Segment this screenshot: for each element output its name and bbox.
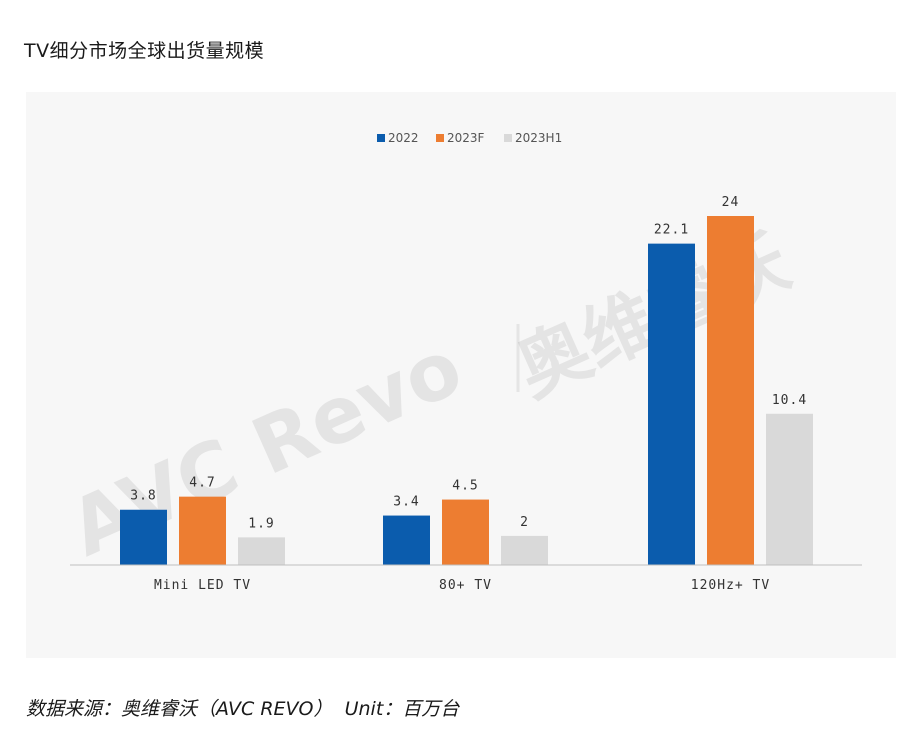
bar-2022-2 <box>648 243 695 566</box>
value-label-2023H1-2: 10.4 <box>772 393 807 408</box>
value-label-2023F-0: 4.7 <box>189 476 215 491</box>
category-label-1: 80+ TV <box>439 578 492 593</box>
legend-swatch-2022 <box>377 134 385 142</box>
bar-2022-0 <box>120 509 167 565</box>
value-label-2023F-2: 24 <box>722 195 740 210</box>
value-label-2023H1-0: 1.9 <box>248 516 274 531</box>
page-title: TV细分市场全球出货量规模 <box>24 40 265 62</box>
bar-2022-1 <box>383 515 430 565</box>
bar-2023H1-1 <box>501 535 548 565</box>
category-label-2: 120Hz+ TV <box>691 578 770 593</box>
bars-group: 3.8 3.4 22.1 4.7 4.5 24 1.9 2 10.4 <box>120 195 813 566</box>
category-labels: Mini LED TV 80+ TV 120Hz+ TV <box>154 578 770 593</box>
value-label-2022-2: 22.1 <box>654 223 689 238</box>
legend-swatch-2023F <box>436 134 444 142</box>
legend-label-2022: 2022 <box>388 131 419 145</box>
value-label-2022-0: 3.8 <box>130 489 156 504</box>
legend-label-2023H1: 2023H1 <box>515 131 562 145</box>
source-label: 数据来源：奥维睿沃（AVC REVO） <box>26 698 333 720</box>
source-note: 数据来源：奥维睿沃（AVC REVO） Unit：百万台 <box>26 694 459 721</box>
value-label-2022-1: 3.4 <box>393 495 419 510</box>
legend-label-2023F: 2023F <box>447 131 485 145</box>
bar-2023F-2 <box>707 216 754 565</box>
value-label-2023H1-1: 2 <box>520 515 529 530</box>
chart-legend: 2022 2023F 2023H1 <box>377 131 562 145</box>
value-label-2023F-1: 4.5 <box>452 479 478 494</box>
bar-2023H1-2 <box>766 413 813 565</box>
legend-swatch-2023H1 <box>504 134 512 142</box>
bar-2023F-0 <box>179 496 226 565</box>
unit-label: Unit：百万台 <box>344 698 460 720</box>
bar-2023F-1 <box>442 499 489 565</box>
category-label-0: Mini LED TV <box>154 578 251 593</box>
bar-2023H1-0 <box>238 537 285 565</box>
